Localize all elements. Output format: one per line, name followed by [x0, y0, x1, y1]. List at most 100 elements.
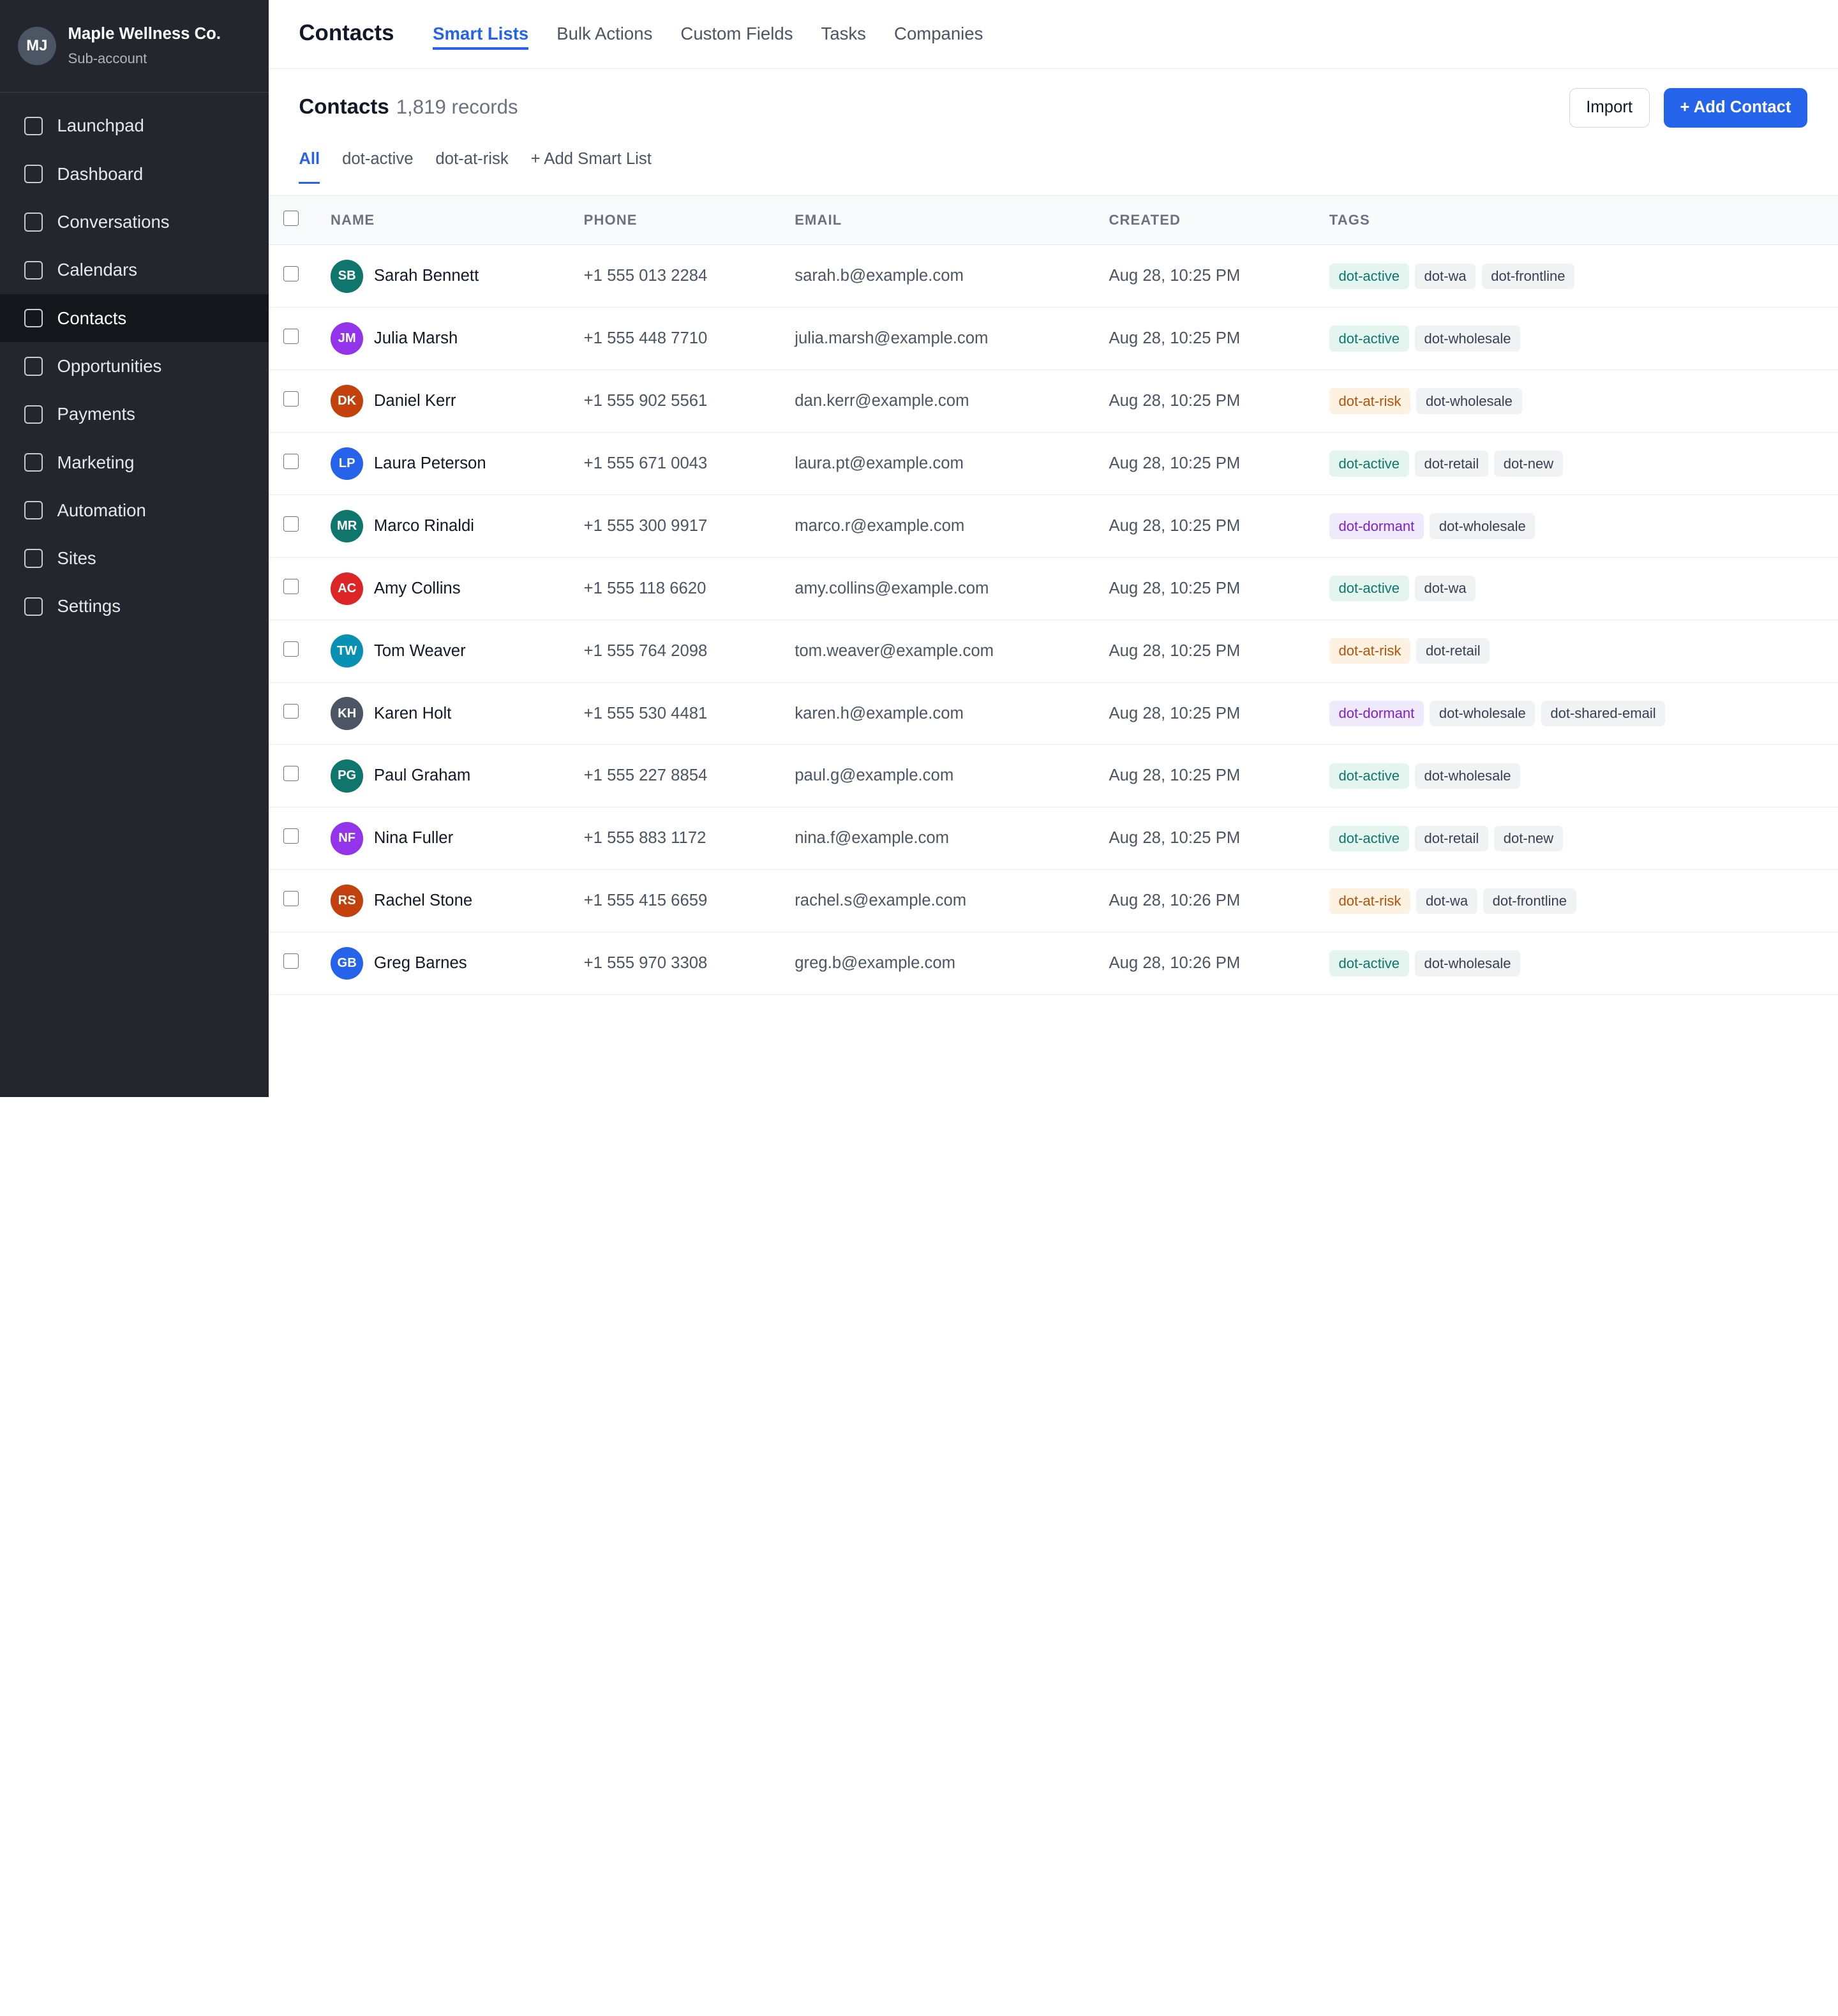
email-cell: rachel.s@example.com	[795, 892, 967, 910]
avatar: RS	[330, 885, 364, 918]
row-checkbox[interactable]	[283, 828, 299, 844]
column-header-tags[interactable]: TAGS	[1329, 212, 1370, 228]
tag-list: dot-active dot-retail dot-new	[1329, 825, 1838, 852]
contact-name-link[interactable]: Marco Rinaldi	[373, 516, 475, 535]
table-row[interactable]: MR Marco Rinaldi +1 555 300 9917 marco.r@ex…	[268, 495, 1838, 558]
nav-icon	[24, 308, 43, 328]
contact-name-link[interactable]: Karen Holt	[373, 704, 452, 722]
smart-list-tab-add-smart-list[interactable]: + Add Smart List	[530, 150, 652, 168]
tab-companies[interactable]: Companies	[894, 24, 983, 44]
table-row[interactable]: NF Nina Fuller +1 555 883 1172 nina.f@examp…	[268, 807, 1838, 870]
contact-name-link[interactable]: Sarah Bennett	[373, 267, 479, 285]
column-header-created[interactable]: CREATED	[1109, 212, 1181, 228]
sidebar-item-conversations[interactable]: Conversations	[0, 198, 269, 246]
smart-list-tab-dot-active[interactable]: dot-active	[342, 150, 414, 168]
sidebar-item-calendars[interactable]: Calendars	[0, 246, 269, 294]
sidebar-item-marketing[interactable]: Marketing	[0, 438, 269, 486]
tag-badge: dot-retail	[1416, 638, 1490, 664]
contact-name-wrap: KH Karen Holt	[330, 697, 584, 730]
tab-smart-lists[interactable]: Smart Lists	[433, 0, 528, 68]
sidebar-item-label: Dashboard	[57, 163, 144, 184]
column-header-phone[interactable]: PHONE	[583, 212, 638, 228]
tag-badge: dot-active	[1329, 763, 1409, 789]
nav-icon	[24, 165, 43, 184]
avatar: LP	[330, 447, 364, 481]
row-select-cell	[269, 557, 331, 620]
phone-cell: +1 555 530 4481	[583, 704, 708, 722]
table-row[interactable]: PG Paul Graham +1 555 227 8854 paul.g@examp…	[268, 745, 1838, 807]
tags-cell: dot-active dot-wholesale	[1329, 932, 1838, 995]
table-row[interactable]: LP Laura Peterson +1 555 671 0043 laura.pt@…	[268, 433, 1838, 495]
contact-name-link[interactable]: Greg Barnes	[373, 954, 467, 973]
contact-name-wrap: JM Julia Marsh	[330, 322, 584, 355]
avatar: AC	[330, 572, 364, 605]
contact-name-link[interactable]: Amy Collins	[373, 579, 461, 597]
contact-name-wrap: AC Amy Collins	[330, 572, 584, 605]
phone-cell: +1 555 902 5561	[583, 392, 708, 410]
main-content: Contacts Smart Lists Bulk Actions Custom F…	[268, 0, 1838, 1097]
avatar: SB	[330, 260, 364, 293]
contact-name-link[interactable]: Tom Weaver	[373, 641, 466, 660]
contact-name-link[interactable]: Laura Peterson	[373, 454, 486, 472]
nav-icon	[24, 405, 43, 424]
table-row[interactable]: JM Julia Marsh +1 555 448 7710 julia.marsh@…	[268, 308, 1838, 370]
sidebar-item-settings[interactable]: Settings	[0, 583, 269, 631]
email-cell: karen.h@example.com	[795, 704, 964, 722]
sidebar-item-sites[interactable]: Sites	[0, 534, 269, 582]
tag-badge: dot-active	[1329, 950, 1409, 976]
contact-name-link[interactable]: Rachel Stone	[373, 892, 473, 910]
created-cell: Aug 28, 10:25 PM	[1109, 766, 1241, 785]
smart-list-tab-dot-at-risk[interactable]: dot-at-risk	[435, 150, 509, 168]
sidebar-item-payments[interactable]: Payments	[0, 391, 269, 438]
row-checkbox[interactable]	[283, 578, 299, 594]
column-header-email[interactable]: EMAIL	[795, 212, 842, 228]
created-cell: Aug 28, 10:26 PM	[1109, 954, 1241, 973]
import-button[interactable]: Import	[1569, 87, 1650, 128]
tab-tasks[interactable]: Tasks	[821, 24, 866, 44]
row-checkbox[interactable]	[283, 953, 299, 969]
tag-list: dot-active dot-wholesale	[1329, 950, 1838, 976]
contact-name-wrap: PG Paul Graham	[330, 759, 584, 793]
row-checkbox[interactable]	[283, 516, 299, 532]
contact-name-link[interactable]: Paul Graham	[373, 766, 471, 785]
row-checkbox[interactable]	[283, 703, 299, 719]
table-row[interactable]: DK Daniel Kerr +1 555 902 5561 dan.kerr@exa…	[268, 370, 1838, 433]
sidebar-item-contacts[interactable]: Contacts	[0, 294, 269, 343]
row-checkbox[interactable]	[283, 766, 299, 782]
table-row[interactable]: TW Tom Weaver +1 555 764 2098 tom.weaver@ex…	[268, 620, 1838, 683]
phone-cell: +1 555 415 6659	[583, 892, 708, 910]
contact-name-wrap: NF Nina Fuller	[330, 822, 584, 855]
sidebar-item-dashboard[interactable]: Dashboard	[0, 150, 269, 198]
table-row[interactable]: KH Karen Holt +1 555 530 4481 karen.h@examp…	[268, 682, 1838, 745]
table-row[interactable]: SB Sarah Bennett +1 555 013 2284 sarah.b@ex…	[268, 245, 1838, 308]
list-header: Contacts 1,819 records Import + Add Cont…	[268, 69, 1838, 196]
row-checkbox[interactable]	[283, 266, 299, 282]
contact-name-link[interactable]: Daniel Kerr	[373, 392, 456, 410]
table-row[interactable]: RS Rachel Stone +1 555 415 6659 rachel.s@ex…	[268, 870, 1838, 932]
sidebar-item-launchpad[interactable]: Launchpad	[0, 102, 269, 150]
smart-list-tab-all[interactable]: All	[299, 147, 320, 184]
tags-cell: dot-active dot-wholesale	[1329, 745, 1838, 807]
row-checkbox[interactable]	[283, 329, 299, 345]
row-checkbox[interactable]	[283, 641, 299, 657]
tag-badge: dot-retail	[1414, 825, 1488, 852]
select-all-checkbox[interactable]	[283, 211, 299, 226]
tab-custom-fields[interactable]: Custom Fields	[680, 24, 793, 44]
sidebar-item-automation[interactable]: Automation	[0, 486, 269, 534]
add-contact-button[interactable]: + Add Contact	[1663, 87, 1808, 128]
nav-icon	[24, 357, 43, 376]
row-select-cell	[269, 495, 331, 557]
sidebar-item-opportunities[interactable]: Opportunities	[0, 342, 269, 390]
row-checkbox[interactable]	[283, 391, 299, 407]
contact-name-link[interactable]: Julia Marsh	[373, 329, 458, 348]
avatar: KH	[330, 697, 364, 730]
contact-name-link[interactable]: Nina Fuller	[373, 829, 454, 847]
table-row[interactable]: AC Amy Collins +1 555 118 6620 amy.collins@…	[268, 557, 1838, 620]
tag-badge: dot-wholesale	[1416, 388, 1522, 414]
column-header-name[interactable]: NAME	[330, 212, 375, 228]
account-switcher[interactable]: MJ Maple Wellness Co. Sub-account	[0, 0, 269, 93]
row-checkbox[interactable]	[283, 454, 299, 469]
row-checkbox[interactable]	[283, 891, 299, 907]
tab-bulk-actions[interactable]: Bulk Actions	[557, 24, 653, 44]
table-row[interactable]: GB Greg Barnes +1 555 970 3308 greg.b@examp…	[268, 932, 1838, 995]
